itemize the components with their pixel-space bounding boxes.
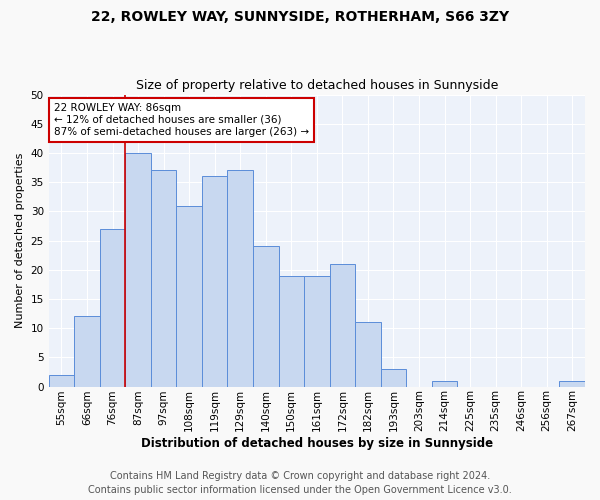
Bar [278, 276, 304, 386]
Bar [355, 322, 380, 386]
Text: 22 ROWLEY WAY: 86sqm
← 12% of detached houses are smaller (36)
87% of semi-detac: 22 ROWLEY WAY: 86sqm ← 12% of detached h… [54, 104, 309, 136]
X-axis label: Distribution of detached houses by size in Sunnyside: Distribution of detached houses by size … [141, 437, 493, 450]
Y-axis label: Number of detached properties: Number of detached properties [15, 153, 25, 328]
Text: 22, ROWLEY WAY, SUNNYSIDE, ROTHERHAM, S66 3ZY: 22, ROWLEY WAY, SUNNYSIDE, ROTHERHAM, S6… [91, 10, 509, 24]
Bar [227, 170, 253, 386]
Bar [74, 316, 100, 386]
Bar [253, 246, 278, 386]
Bar [559, 380, 585, 386]
Bar [304, 276, 329, 386]
Bar [100, 229, 125, 386]
Bar [151, 170, 176, 386]
Bar [202, 176, 227, 386]
Bar [380, 369, 406, 386]
Bar [329, 264, 355, 386]
Title: Size of property relative to detached houses in Sunnyside: Size of property relative to detached ho… [136, 79, 498, 92]
Bar [125, 153, 151, 386]
Bar [49, 375, 74, 386]
Text: Contains HM Land Registry data © Crown copyright and database right 2024.
Contai: Contains HM Land Registry data © Crown c… [88, 471, 512, 495]
Bar [432, 380, 457, 386]
Bar [176, 206, 202, 386]
